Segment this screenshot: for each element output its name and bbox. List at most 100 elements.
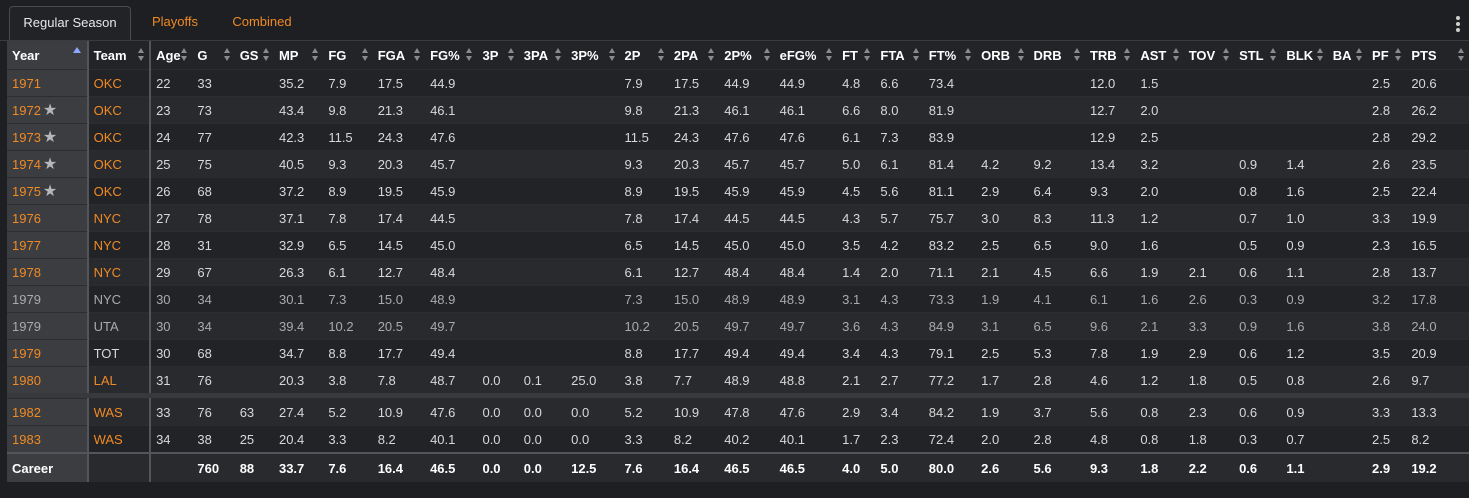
column-header-mp[interactable]: MP [273, 41, 324, 70]
column-header-g[interactable]: G [192, 41, 235, 70]
column-header-trb[interactable]: TRB [1084, 41, 1136, 70]
column-header-pf[interactable]: PF [1367, 41, 1407, 70]
column-header-gs[interactable]: GS [234, 41, 274, 70]
sort-icon[interactable] [1073, 48, 1081, 62]
column-header-ast[interactable]: AST [1135, 41, 1184, 70]
column-header-ba[interactable]: BA [1327, 41, 1368, 70]
stat-cell-pts: 20.9 [1406, 339, 1469, 367]
team-cell[interactable]: WAS [87, 425, 152, 453]
column-header-fta[interactable]: FTA [875, 41, 924, 70]
column-header-3p[interactable]: 3P [477, 41, 519, 70]
column-header-year[interactable]: Year [7, 41, 89, 70]
column-header-blk[interactable]: BLK [1281, 41, 1328, 70]
sort-icon[interactable] [912, 48, 920, 62]
column-header-ft-pct[interactable]: FT% [923, 41, 977, 70]
tab-regular-season[interactable]: Regular Season [9, 6, 131, 40]
sort-icon[interactable] [864, 48, 871, 62]
column-header-2p-pct[interactable]: 2P% [719, 41, 775, 70]
stat-cell-ft: 6.6 [837, 96, 876, 124]
year-cell[interactable]: 1973 ★ [7, 123, 89, 151]
year-cell[interactable]: 1979 [7, 339, 89, 367]
sort-icon[interactable] [1172, 48, 1180, 62]
stat-cell-blk: 0.9 [1281, 231, 1328, 259]
stat-cell-3pa [518, 339, 567, 367]
column-header-drb[interactable]: DRB [1028, 41, 1085, 70]
team-cell[interactable]: OKC [87, 177, 152, 205]
stat-cell-2pa: 19.5 [668, 177, 720, 205]
sort-icon[interactable] [507, 48, 515, 62]
sort-icon[interactable] [1458, 48, 1465, 62]
stat-cell-3pa [518, 258, 567, 286]
column-header-fg[interactable]: FG [323, 41, 373, 70]
year-cell[interactable]: 1980 [7, 366, 89, 393]
stat-cell-trb: 9.0 [1084, 231, 1136, 259]
sort-icon[interactable] [555, 48, 562, 62]
column-header-orb[interactable]: ORB [976, 41, 1029, 70]
sort-icon[interactable] [1395, 48, 1402, 62]
sort-icon[interactable] [466, 48, 473, 62]
sort-icon[interactable] [138, 48, 145, 62]
team-cell[interactable]: LAL [87, 366, 152, 393]
tab-playoffs[interactable]: Playoffs [151, 14, 198, 29]
sort-icon[interactable] [312, 48, 319, 62]
stat-cell-g: 68 [192, 339, 235, 367]
column-header-fg-pct[interactable]: FG% [425, 41, 478, 70]
team-cell[interactable]: NYC [87, 258, 152, 286]
column-header-3p-pct[interactable]: 3P% [566, 41, 620, 70]
sort-icon[interactable] [1124, 48, 1131, 62]
sort-icon[interactable] [1017, 48, 1025, 62]
table-row: 1980 LAL 31 76 20.3 3.8 7.8 48.7 0.0 0.1 25.0 3.8 7.… [7, 366, 1469, 393]
stat-cell-ast: 1.8 [1135, 452, 1184, 482]
sort-icon[interactable] [826, 48, 833, 62]
sort-icon[interactable] [763, 48, 771, 62]
sort-ascending-icon[interactable] [72, 47, 81, 53]
year-cell[interactable]: 1978 [7, 258, 89, 286]
year-cell[interactable]: 1977 [7, 231, 89, 259]
column-header-pts[interactable]: PTS [1406, 41, 1469, 70]
sort-icon[interactable] [657, 48, 665, 62]
sort-icon[interactable] [1270, 48, 1277, 62]
sort-icon[interactable] [361, 48, 369, 62]
column-header-team[interactable]: Team [87, 41, 152, 70]
column-header-2pa[interactable]: 2PA [668, 41, 720, 70]
stat-cell-ft-pct: 71.1 [923, 258, 977, 286]
sort-icon[interactable] [965, 48, 972, 62]
kebab-menu-icon[interactable] [1455, 16, 1461, 34]
team-cell[interactable]: OKC [87, 96, 152, 124]
year-cell[interactable]: 1972 ★ [7, 96, 89, 124]
year-cell[interactable]: 1971 [7, 69, 89, 97]
team-cell[interactable]: OKC [87, 150, 152, 178]
team-cell[interactable]: OKC [87, 123, 152, 151]
sort-icon[interactable] [262, 48, 270, 62]
all-star-icon: ★ [42, 183, 58, 200]
team-cell[interactable]: OKC [87, 69, 152, 97]
column-header-age[interactable]: Age [150, 41, 193, 70]
sort-icon[interactable] [414, 48, 421, 62]
sort-icon[interactable] [1316, 48, 1324, 62]
year-cell[interactable]: 1976 [7, 204, 89, 232]
tab-combined[interactable]: Combined [232, 14, 292, 29]
sort-icon[interactable] [1223, 48, 1230, 62]
year-cell[interactable]: 1982 [7, 398, 89, 426]
team-cell[interactable]: NYC [87, 231, 152, 259]
column-header-efg-pct[interactable]: eFG% [774, 41, 838, 70]
team-cell[interactable]: WAS [87, 398, 152, 426]
column-header-tov[interactable]: TOV [1183, 41, 1235, 70]
stat-cell-g: 34 [192, 312, 235, 340]
sort-icon[interactable] [608, 48, 616, 62]
year-cell[interactable]: 1983 [7, 425, 89, 453]
year-cell[interactable]: 1974 ★ [7, 150, 89, 178]
sort-icon[interactable] [181, 48, 188, 62]
sort-icon[interactable] [223, 48, 231, 62]
sort-icon[interactable] [1356, 48, 1363, 62]
column-header-ft[interactable]: FT [837, 41, 876, 70]
team-cell[interactable]: NYC [87, 204, 152, 232]
sort-icon[interactable] [708, 48, 715, 62]
column-header-fga[interactable]: FGA [372, 41, 426, 70]
column-header-2p[interactable]: 2P [619, 41, 669, 70]
year-cell[interactable]: 1975 ★ [7, 177, 89, 205]
column-header-3pa[interactable]: 3PA [518, 41, 567, 70]
stat-cell-stl [1234, 96, 1282, 124]
stat-cell-3p: 0.0 [477, 398, 519, 426]
column-header-stl[interactable]: STL [1234, 41, 1282, 70]
